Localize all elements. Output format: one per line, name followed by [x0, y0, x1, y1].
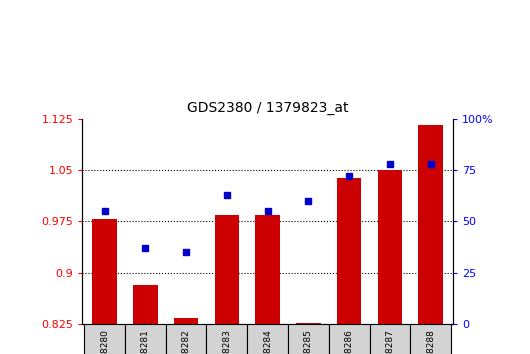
Bar: [337, 178, 361, 324]
Bar: [174, 319, 198, 324]
Text: GSM138285: GSM138285: [304, 330, 313, 354]
Bar: [207, 324, 248, 354]
Bar: [125, 324, 166, 354]
Bar: [84, 324, 125, 354]
Bar: [215, 215, 239, 324]
Text: GSM138287: GSM138287: [385, 330, 394, 354]
Text: GSM138282: GSM138282: [182, 330, 191, 354]
Text: GSM138284: GSM138284: [263, 330, 272, 354]
Bar: [255, 215, 280, 324]
Text: GSM138280: GSM138280: [100, 330, 109, 354]
Bar: [419, 125, 443, 324]
Text: GSM138281: GSM138281: [141, 330, 150, 354]
Title: GDS2380 / 1379823_at: GDS2380 / 1379823_at: [187, 101, 348, 115]
Text: GSM138288: GSM138288: [426, 330, 435, 354]
Bar: [92, 219, 117, 324]
Bar: [369, 324, 410, 354]
Bar: [288, 324, 329, 354]
Bar: [329, 324, 369, 354]
Bar: [248, 324, 288, 354]
Bar: [296, 323, 321, 324]
Bar: [166, 324, 207, 354]
Text: GSM138286: GSM138286: [344, 330, 354, 354]
Bar: [378, 170, 402, 324]
Bar: [133, 285, 157, 324]
Text: GSM138283: GSM138283: [223, 330, 232, 354]
Bar: [410, 324, 451, 354]
